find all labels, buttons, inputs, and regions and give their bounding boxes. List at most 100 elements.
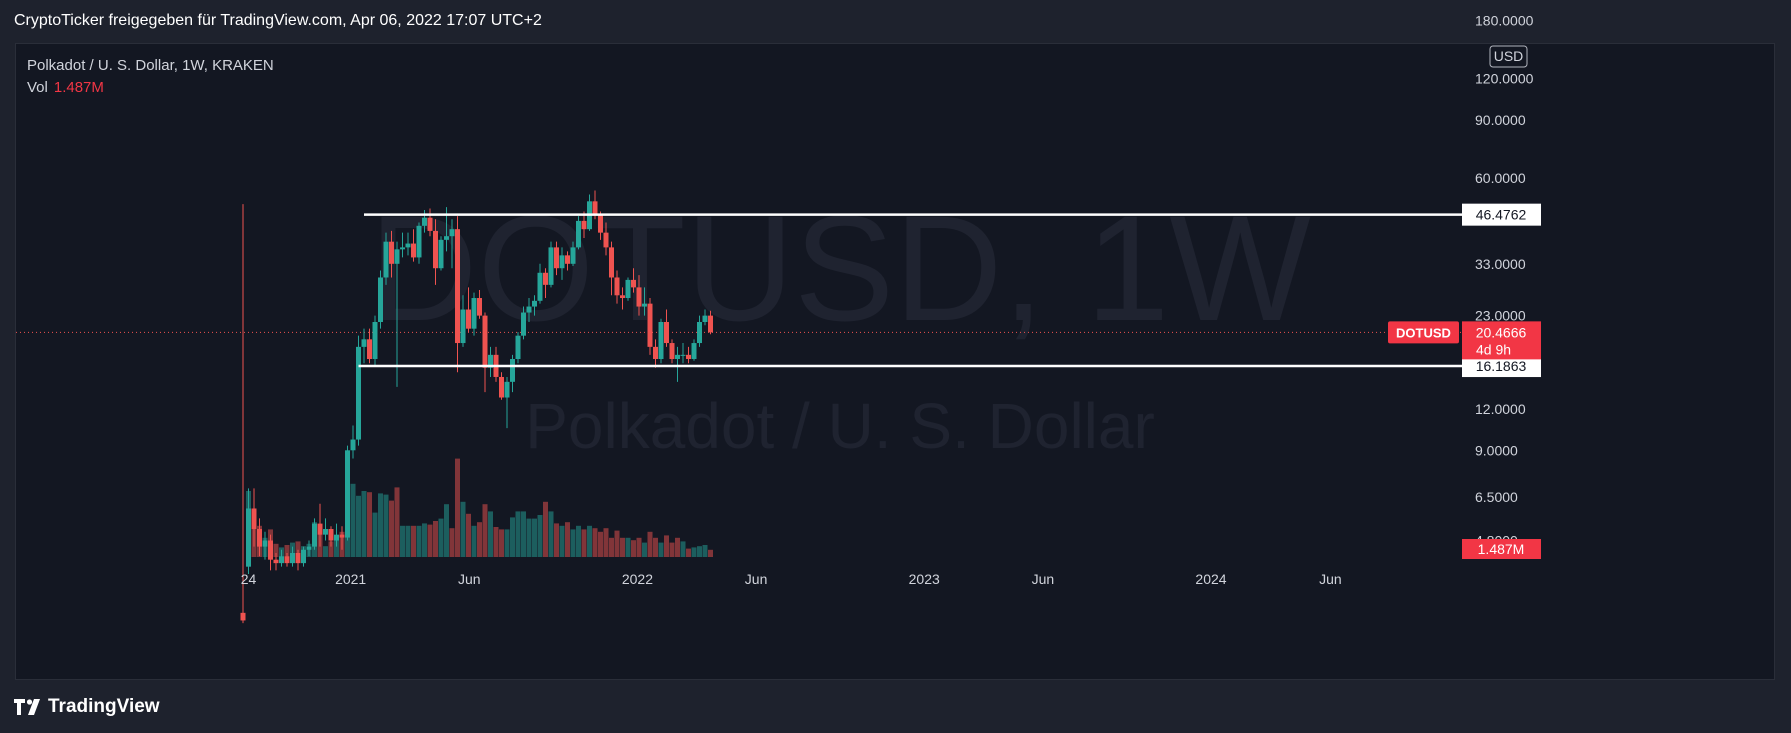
candle-body bbox=[477, 298, 482, 316]
candle-body bbox=[631, 279, 636, 288]
volume-bar bbox=[653, 537, 658, 557]
volume-bar bbox=[526, 518, 532, 557]
candle-body bbox=[697, 322, 702, 344]
candle-body bbox=[570, 247, 576, 264]
candle bbox=[697, 315, 702, 347]
candle bbox=[257, 518, 262, 557]
volume-bar bbox=[378, 493, 383, 557]
candle bbox=[268, 534, 273, 571]
candle bbox=[295, 549, 301, 571]
candle bbox=[438, 236, 444, 271]
candle-body bbox=[449, 229, 455, 237]
candle-body bbox=[625, 279, 631, 299]
price-tick: 180.0000 bbox=[1475, 12, 1534, 28]
volume-bar bbox=[361, 491, 367, 557]
candle-body bbox=[356, 346, 361, 440]
volume-bar bbox=[477, 522, 482, 557]
candle-body bbox=[521, 312, 526, 336]
currency-box bbox=[1489, 45, 1528, 68]
volume-bar bbox=[620, 537, 625, 557]
tradingview-brand[interactable]: TradingView bbox=[14, 696, 160, 718]
candle-body bbox=[636, 287, 642, 307]
volume-bar bbox=[416, 525, 422, 557]
candle-body bbox=[664, 322, 669, 344]
candle bbox=[345, 445, 350, 541]
candle bbox=[499, 372, 504, 400]
time-tick: Jun bbox=[1032, 571, 1055, 587]
share-header: CryptoTicker freigegeben für TradingView… bbox=[14, 12, 542, 29]
candle-body bbox=[537, 272, 543, 301]
candle-body bbox=[592, 201, 598, 215]
candle bbox=[686, 346, 691, 364]
volume-label: 1.487M bbox=[1478, 541, 1525, 557]
time-axis[interactable]: 24 2021 Jun 2022 Jun 2023 Jun 2024 Jun bbox=[241, 571, 1342, 587]
candle bbox=[389, 230, 394, 278]
volume-bar bbox=[411, 525, 416, 557]
candle-body bbox=[273, 559, 279, 564]
volume-bar bbox=[488, 511, 493, 557]
horizontal-line-label-bg bbox=[1462, 203, 1541, 226]
candle-body bbox=[614, 277, 620, 296]
candle-body bbox=[416, 225, 422, 258]
volume-bar bbox=[367, 492, 372, 557]
volume-bar bbox=[598, 531, 603, 557]
volume-bar bbox=[559, 525, 565, 557]
candle bbox=[532, 295, 537, 316]
candle-body bbox=[455, 229, 460, 344]
volume-bar bbox=[537, 515, 543, 557]
time-tick: Jun bbox=[745, 571, 768, 587]
candle bbox=[400, 232, 405, 258]
candle-body bbox=[532, 300, 537, 307]
candle-body bbox=[554, 247, 559, 269]
price-axis[interactable]: 180.0000 120.0000 90.0000 60.0000 33.0000 23.… bbox=[1475, 12, 1534, 548]
watermark-symbol: DOTUSD, 1W bbox=[369, 184, 1311, 352]
time-tick: 24 bbox=[241, 571, 257, 587]
candle bbox=[664, 309, 669, 347]
volume-bar bbox=[532, 518, 537, 557]
tradingview-logo-icon bbox=[14, 699, 40, 715]
last-price-label-bg bbox=[1462, 321, 1541, 360]
candle bbox=[675, 346, 680, 382]
candle-body bbox=[246, 508, 251, 567]
candle bbox=[680, 343, 686, 364]
candle bbox=[631, 268, 636, 293]
candle bbox=[251, 488, 257, 547]
candle-body bbox=[565, 255, 570, 264]
volume-bar bbox=[438, 518, 444, 557]
candle bbox=[504, 376, 510, 429]
volume-bar bbox=[499, 529, 504, 557]
candle-body bbox=[647, 303, 653, 347]
volume-bar bbox=[548, 511, 554, 557]
candle bbox=[284, 553, 290, 567]
candle bbox=[642, 287, 647, 316]
candle bbox=[416, 222, 422, 264]
volume-bar bbox=[433, 521, 438, 557]
candle bbox=[471, 292, 477, 336]
volume-bar bbox=[323, 546, 328, 557]
candle-body bbox=[400, 247, 405, 250]
candle-body bbox=[642, 303, 647, 307]
candle-body bbox=[240, 612, 246, 621]
candle-body bbox=[268, 540, 273, 560]
candle bbox=[312, 518, 317, 550]
candle bbox=[317, 503, 323, 547]
candle-body bbox=[257, 529, 262, 547]
horizontal-lines[interactable]: 46.4762 16.1863 bbox=[358, 203, 1542, 378]
candle bbox=[477, 289, 482, 319]
volume-bar bbox=[383, 494, 389, 557]
candle-body bbox=[581, 220, 587, 230]
volume-bar bbox=[460, 501, 466, 557]
candle-body bbox=[598, 214, 603, 233]
candle bbox=[554, 241, 559, 276]
candle-body bbox=[411, 243, 416, 258]
candle-body bbox=[482, 315, 488, 368]
candle bbox=[559, 247, 565, 280]
time-tick: Jun bbox=[458, 571, 481, 587]
currency-label: USD bbox=[1494, 48, 1524, 64]
volume-bar bbox=[675, 537, 680, 557]
candle bbox=[702, 309, 708, 326]
volume-bar bbox=[400, 525, 405, 557]
candle bbox=[460, 295, 466, 347]
